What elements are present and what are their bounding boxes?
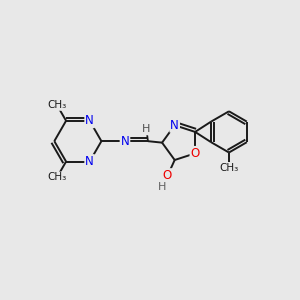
- Text: O: O: [163, 169, 172, 182]
- Text: N: N: [170, 119, 179, 132]
- Text: CH₃: CH₃: [47, 100, 67, 110]
- Text: N: N: [121, 135, 129, 148]
- Text: N: N: [85, 155, 94, 168]
- Text: H: H: [142, 124, 151, 134]
- Text: O: O: [190, 147, 200, 160]
- Text: H: H: [158, 182, 166, 191]
- Text: CH₃: CH₃: [47, 172, 67, 182]
- Text: CH₃: CH₃: [219, 163, 238, 173]
- Text: N: N: [85, 114, 94, 127]
